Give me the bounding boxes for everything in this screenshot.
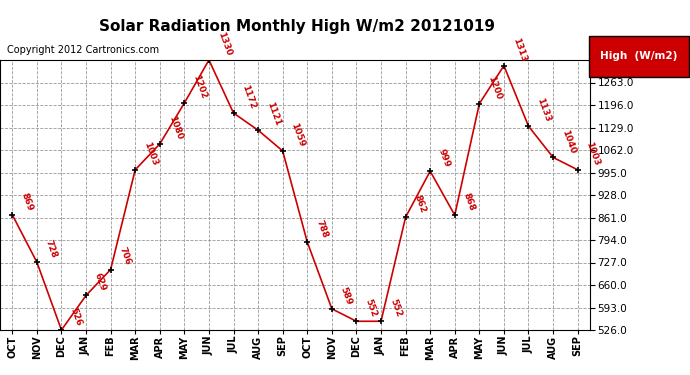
Text: 728: 728 xyxy=(44,238,59,260)
Text: Copyright 2012 Cartronics.com: Copyright 2012 Cartronics.com xyxy=(7,45,159,55)
Text: 1003: 1003 xyxy=(142,141,159,167)
Text: 1080: 1080 xyxy=(167,115,184,141)
Text: 788: 788 xyxy=(314,218,329,239)
Text: 1200: 1200 xyxy=(486,75,503,101)
Text: 1121: 1121 xyxy=(265,101,282,128)
Text: 1003: 1003 xyxy=(584,141,602,167)
Text: 1172: 1172 xyxy=(241,84,257,110)
Text: 552: 552 xyxy=(364,298,378,318)
Text: 1040: 1040 xyxy=(560,128,577,154)
Text: 999: 999 xyxy=(437,147,452,168)
Text: 629: 629 xyxy=(93,272,108,292)
Text: 868: 868 xyxy=(462,192,477,212)
Text: 1313: 1313 xyxy=(511,36,528,63)
Text: 706: 706 xyxy=(117,246,132,267)
Text: 589: 589 xyxy=(339,285,354,306)
Text: 526: 526 xyxy=(68,306,83,327)
Text: High  (W/m2): High (W/m2) xyxy=(600,51,678,61)
Text: 552: 552 xyxy=(388,298,403,318)
Text: 1133: 1133 xyxy=(535,97,553,123)
Text: 862: 862 xyxy=(413,194,427,214)
Text: 869: 869 xyxy=(19,191,34,212)
Text: 1202: 1202 xyxy=(191,74,208,100)
Text: Solar Radiation Monthly High W/m2 20121019: Solar Radiation Monthly High W/m2 201210… xyxy=(99,19,495,34)
Text: 1330: 1330 xyxy=(216,31,233,57)
Text: 1059: 1059 xyxy=(290,122,306,148)
